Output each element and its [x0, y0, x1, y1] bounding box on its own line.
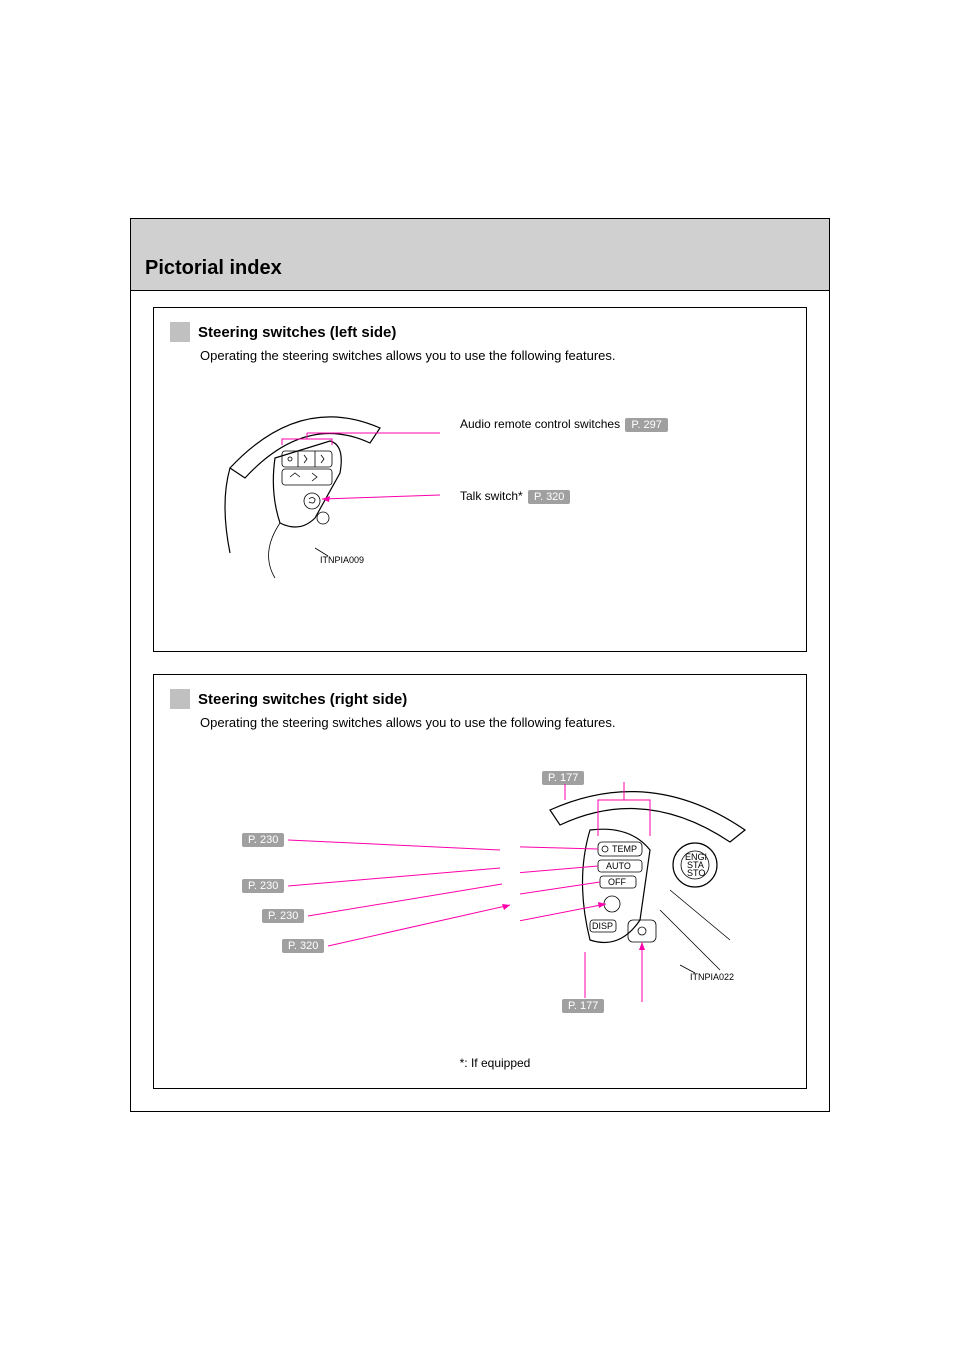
page-frame: Pictorial index Steering switches (left … — [130, 218, 830, 1112]
callout-d-l2: P. 230 — [240, 878, 284, 893]
panel-marker-box — [170, 322, 190, 342]
callout-talk-label: Talk switch — [460, 489, 518, 503]
panel-steering-left: Steering switches (left side) Operating … — [153, 307, 807, 652]
panel-marker-box — [170, 689, 190, 709]
panel-d-body: P. 230 P. 230 P. 230 P. 320 P. 177 P. 17… — [200, 740, 790, 1070]
panel-d-footnote: *: If equipped — [200, 1056, 790, 1070]
footnote-marker: * — [518, 489, 523, 503]
svg-text:OFF: OFF — [608, 877, 626, 887]
callout-audio-label: Audio remote control switches — [460, 417, 620, 431]
svg-text:AUTO: AUTO — [606, 861, 631, 871]
panel-c-title-row: Steering switches (left side) — [170, 322, 790, 342]
steering-right-drawing: TEMP AUTO OFF DISP — [520, 770, 780, 1020]
section-header: Pictorial index — [131, 219, 829, 291]
panel-d-code: ITNPIA022 — [690, 972, 734, 982]
header-title: Pictorial index — [145, 257, 282, 280]
callout-d-l4: P. 320 — [280, 938, 324, 953]
panel-d-title: Steering switches (right side) — [198, 691, 407, 708]
callout-audio: Audio remote control switches P. 297 — [460, 417, 668, 432]
panel-d-intro: Operating the steering switches allows y… — [200, 715, 790, 730]
callout-talk-page: P. 320 — [528, 490, 570, 504]
chip-d-l3: P. 230 — [262, 909, 304, 923]
svg-text:TEMP: TEMP — [612, 844, 637, 854]
svg-text:STO: STO — [687, 868, 705, 878]
panel-d-title-row: Steering switches (right side) — [170, 689, 790, 709]
steering-left-drawing: ITNPIA009 — [220, 373, 440, 593]
chip-d-l1: P. 230 — [242, 833, 284, 847]
panel-c-code: ITNPIA009 — [320, 555, 364, 565]
panel-c-body: ITNPIA009 Audio remote control switches … — [200, 373, 790, 633]
callout-talk: Talk switch* P. 320 — [460, 489, 570, 504]
svg-text:DISP: DISP — [592, 921, 613, 931]
footnote-text: : If equipped — [464, 1056, 530, 1070]
panel-c-title: Steering switches (left side) — [198, 324, 396, 341]
callout-d-l3: P. 230 — [260, 908, 304, 923]
panel-c-intro: Operating the steering switches allows y… — [200, 348, 790, 363]
chip-d-l4: P. 320 — [282, 939, 324, 953]
page-body: Steering switches (left side) Operating … — [131, 291, 829, 1111]
panel-steering-right: Steering switches (right side) Operating… — [153, 674, 807, 1089]
chip-d-l2: P. 230 — [242, 879, 284, 893]
callout-audio-page: P. 297 — [625, 418, 667, 432]
callout-d-l1: P. 230 — [240, 832, 284, 847]
